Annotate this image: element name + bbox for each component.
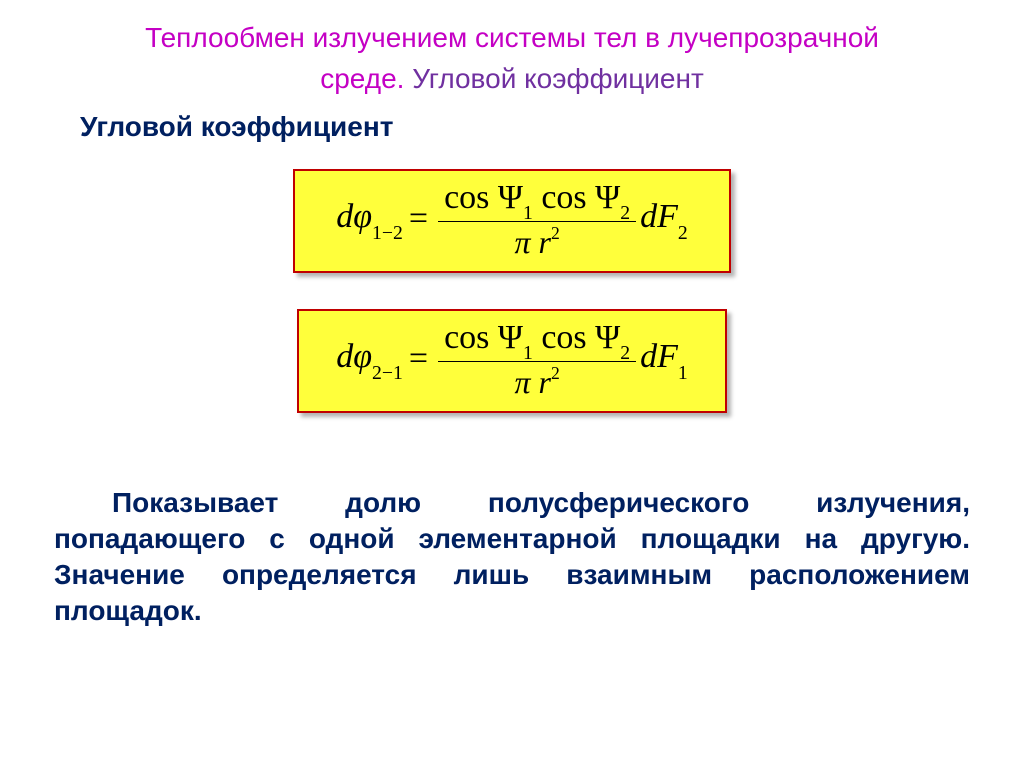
title-line2-a: среде. [320, 63, 412, 94]
f2-rhs: dF1 [640, 338, 688, 381]
f1-phi: φ [353, 198, 372, 235]
title-line2-b: Угловой коэффициент [412, 63, 704, 94]
f1-pi: π [514, 224, 530, 260]
f1-eq: = [403, 200, 434, 238]
subheading: Угловой коэффициент [80, 111, 974, 143]
f1-lhs: dφ1−2 [336, 198, 403, 241]
f2-numerator: cos Ψ1 cos Ψ2 [438, 318, 636, 362]
f1-d: d [336, 198, 353, 235]
f2-lhs-sub: 2−1 [372, 362, 403, 384]
f1-denominator: π r2 [508, 222, 565, 261]
f2-psi2-sub: 2 [620, 342, 630, 364]
f1-psi2-sub: 2 [620, 202, 630, 224]
formula-1: dφ1−2 = cos Ψ1 cos Ψ2 π r2 dF2 [293, 169, 731, 273]
f2-cos1: cos [444, 319, 489, 356]
formulas-container: dφ1−2 = cos Ψ1 cos Ψ2 π r2 dF2 dφ2−1 = c… [50, 169, 974, 413]
f2-dF: dF [640, 338, 678, 375]
f2-psi2: Ψ [595, 319, 620, 356]
f2-pi: π [514, 364, 530, 400]
f2-r: r [538, 364, 550, 400]
description-paragraph: Показывает долю полусферического излучен… [50, 485, 974, 628]
f1-lhs-sub: 1−2 [372, 222, 403, 244]
f1-r-sup: 2 [551, 223, 560, 243]
f2-phi: φ [353, 338, 372, 375]
f2-eq: = [403, 340, 434, 378]
f1-fraction: cos Ψ1 cos Ψ2 π r2 [438, 178, 636, 261]
f1-numerator: cos Ψ1 cos Ψ2 [438, 178, 636, 222]
f1-dF-sub: 2 [678, 222, 688, 244]
f1-cos1: cos [444, 179, 489, 216]
f2-psi1-sub: 1 [523, 342, 533, 364]
f2-d: d [336, 338, 353, 375]
f1-cos2: cos [541, 179, 586, 216]
f1-dF: dF [640, 198, 678, 235]
slide-title: Теплообмен излучением системы тел в луче… [50, 18, 974, 99]
f2-lhs: dφ2−1 [336, 338, 403, 381]
formula-2: dφ2−1 = cos Ψ1 cos Ψ2 π r2 dF1 [297, 309, 727, 413]
f1-psi1-sub: 1 [523, 202, 533, 224]
f2-fraction: cos Ψ1 cos Ψ2 π r2 [438, 318, 636, 401]
f1-r: r [538, 224, 550, 260]
f2-r-sup: 2 [551, 363, 560, 383]
f2-psi1: Ψ [498, 319, 523, 356]
f2-cos2: cos [541, 319, 586, 356]
f2-dF-sub: 1 [678, 362, 688, 384]
title-line1: Теплообмен излучением системы тел в луче… [145, 22, 879, 53]
f1-rhs: dF2 [640, 198, 688, 241]
f1-psi1: Ψ [498, 179, 523, 216]
f1-psi2: Ψ [595, 179, 620, 216]
f2-denominator: π r2 [508, 362, 565, 401]
